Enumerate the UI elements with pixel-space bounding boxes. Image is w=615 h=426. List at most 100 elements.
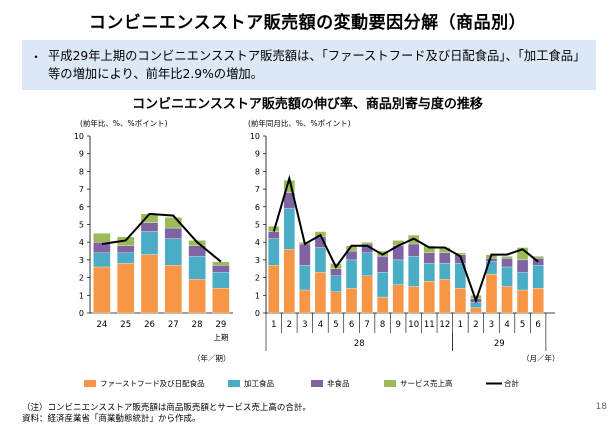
bar-nonfood [423, 252, 435, 264]
y-tick-label-1: 1 [255, 291, 260, 300]
x-tick-label: 11 [424, 320, 435, 330]
bar-processed [408, 256, 420, 287]
bar-processed [532, 265, 544, 289]
y-tick-label-0: 5 [79, 221, 84, 230]
bar-fastfood [345, 288, 358, 314]
bar-fastfood [439, 279, 451, 314]
bar-fastfood [501, 286, 513, 314]
bar-processed [376, 272, 389, 298]
bar-nonfood [299, 243, 311, 266]
x-tick-label: 6 [349, 320, 354, 330]
bar-fastfood [392, 284, 404, 314]
x-tick-label: 25 [120, 320, 131, 330]
bar-fastfood [212, 288, 230, 314]
x-tick-label: 4 [504, 320, 509, 330]
bar-fastfood [376, 296, 389, 314]
legend-label-processed: 加工食品 [244, 378, 274, 388]
legend-label-nonfood: 非食品 [327, 378, 350, 388]
bar-nonfood [408, 243, 420, 257]
y-tick-label-1: 9 [255, 150, 260, 159]
x-tick-label: 3 [489, 320, 494, 330]
bar-fastfood [93, 266, 111, 314]
legend-swatch-processed [228, 380, 240, 387]
note-definition: （注）コンビニエンスストア販売額は商品販売額とサービス売上高の合計。 [22, 403, 311, 413]
y-tick-label-0: 1 [79, 291, 84, 300]
x-tick-label: 29 [215, 320, 226, 330]
year-label: 28 [354, 339, 365, 349]
x-tick-label: 4 [318, 320, 323, 330]
bar-processed [299, 265, 311, 291]
bar-processed [283, 208, 295, 250]
bar-nonfood [485, 257, 498, 262]
bar-fastfood [117, 263, 135, 314]
bar-service [361, 242, 373, 245]
summary-bullet: ・ [30, 50, 43, 64]
y-tick-label-1: 10 [250, 132, 260, 141]
bar-fastfood [314, 272, 327, 314]
bar-processed [345, 259, 358, 289]
bar-fastfood [423, 280, 435, 314]
note-source: 資料：経済産業省「商業動態統計」から作成。 [22, 414, 201, 424]
x-tick-label: 3 [302, 320, 307, 330]
bar-processed [212, 272, 230, 289]
bar-service [501, 256, 513, 259]
bar-fastfood [485, 273, 498, 314]
bar-fastfood [299, 289, 311, 314]
y-tick-label-1: 0 [255, 309, 260, 318]
x-tick-label: 10 [408, 320, 419, 330]
bar-nonfood [439, 252, 451, 264]
bar-fastfood [330, 291, 342, 314]
y-tick-label-1: 3 [255, 256, 260, 265]
x-tick-label: 6 [535, 320, 540, 330]
unit-label-1: (前年同月比、%、%ポイント) [248, 118, 351, 128]
bar-nonfood [212, 265, 230, 273]
y-tick-label-0: 7 [79, 185, 84, 194]
y-tick-label-0: 0 [79, 309, 84, 318]
x-tick-label: 5 [333, 320, 338, 330]
bar-processed [188, 256, 206, 280]
x-tick-label: 26 [144, 320, 155, 330]
summary-text: 平成29年上期のコンビニエンスストア販売額は、「ファーストフード及び日配食品」、… [48, 49, 586, 81]
y-tick-label-1: 2 [255, 274, 260, 283]
slide-title: コンビニエンスストア販売額の変動要因分解（商品別） [88, 13, 527, 33]
chart-title: コンビニエンスストア販売額の伸び率、商品別寄与度の推移 [132, 97, 483, 112]
bar-processed [439, 263, 451, 280]
bar-service [423, 245, 435, 253]
legend-label-total: 合計 [504, 378, 519, 388]
x-tick-label: 24 [96, 320, 107, 330]
bar-processed [93, 252, 111, 268]
bar-fastfood [516, 289, 529, 314]
y-tick-label-1: 5 [255, 221, 260, 230]
year-label: 29 [494, 339, 505, 349]
bar-service [164, 217, 182, 229]
x-tick-label: 8 [380, 320, 385, 330]
page-number: 18 [595, 402, 607, 412]
bar-fastfood [268, 265, 280, 314]
y-tick-label-0: 4 [79, 238, 84, 247]
bar-fastfood [470, 307, 482, 314]
y-tick-label-0: 3 [79, 256, 84, 265]
bar-fastfood [408, 286, 420, 314]
x-tick-label: 2 [473, 320, 478, 330]
y-tick-label-0: 2 [79, 274, 84, 283]
legend-label-service: サービス売上高 [400, 378, 453, 388]
x-tick-label: 28 [192, 320, 203, 330]
bar-service [212, 261, 230, 266]
bar-fastfood [454, 288, 467, 314]
x-tick-label: 7 [364, 320, 369, 330]
bar-processed [392, 259, 404, 285]
bar-fastfood [283, 249, 295, 314]
bar-nonfood [516, 259, 529, 273]
x-tick-label: 12 [439, 320, 450, 330]
bar-fastfood [164, 265, 182, 314]
bar-fastfood [361, 275, 373, 314]
y-tick-label-0: 10 [74, 132, 84, 141]
bar-nonfood [501, 257, 513, 268]
bar-processed [314, 247, 327, 273]
bar-fastfood [188, 279, 206, 314]
bar-service [93, 233, 111, 243]
bar-nonfood [164, 227, 182, 239]
x-tick-label: 2 [287, 320, 292, 330]
y-tick-label-1: 8 [255, 167, 260, 176]
